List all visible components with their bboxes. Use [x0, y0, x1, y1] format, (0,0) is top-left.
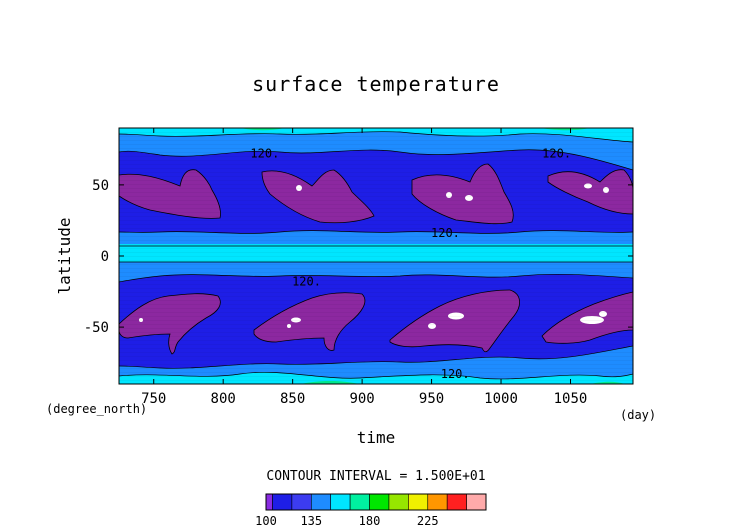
colorbar-swatch	[466, 493, 487, 511]
colorbar-tick-label: 135	[300, 514, 322, 528]
y-tick-label: 0	[101, 249, 109, 265]
y-tick-label: -50	[84, 320, 109, 336]
y-tick-label: 50	[92, 178, 109, 194]
colorbar-tick-label: 225	[417, 514, 439, 528]
chart-title: surface temperature	[252, 72, 500, 96]
contour-label: 120.	[250, 147, 279, 161]
x-tick-label: 800	[211, 391, 236, 407]
x-axis-label: time	[357, 428, 396, 447]
colorbar-swatch	[388, 493, 409, 511]
contour-label: 120.	[441, 367, 470, 381]
x-tick-label: 1050	[554, 391, 588, 407]
x-axis: 750 800 850 900 950 1000 1050	[141, 128, 587, 407]
colorbar-swatch	[427, 493, 448, 511]
colorbar-swatch	[369, 493, 390, 511]
x-axis-unit: (day)	[620, 408, 656, 422]
colorbar-swatch	[408, 493, 429, 511]
contour-interval-text: CONTOUR INTERVAL = 1.500E+01	[266, 469, 485, 484]
colorbar-frame	[265, 493, 487, 511]
colorbar-swatch	[330, 493, 351, 511]
y-axis-label: latitude	[55, 217, 74, 294]
colorbar: 100 135 180 225	[255, 493, 487, 528]
x-tick-label: 850	[280, 391, 305, 407]
colorbar-tick-label: 100	[255, 514, 277, 528]
colorbar-swatch	[446, 493, 467, 511]
colorbar-tick-label: 180	[359, 514, 381, 528]
contour-label: 120.	[542, 147, 571, 161]
contour-label: 120.	[431, 226, 460, 240]
x-tick-label: 900	[349, 391, 374, 407]
colorbar-swatch	[291, 493, 312, 511]
plot-area	[119, 128, 633, 384]
y-axis-unit: (degree_north)	[46, 402, 147, 416]
colorbar-swatch	[265, 493, 273, 511]
contour-labels: 120. 120. 120. 120. 120.	[250, 147, 571, 381]
x-tick-label: 1000	[484, 391, 518, 407]
x-tick-label: 950	[419, 391, 444, 407]
colorbar-swatch	[349, 493, 370, 511]
y-axis: -50 0 50	[84, 178, 633, 336]
contour-label: 120.	[292, 275, 321, 289]
colorbar-swatch	[272, 493, 293, 511]
colorbar-swatch	[310, 493, 332, 511]
x-tick-label: 750	[141, 391, 166, 407]
